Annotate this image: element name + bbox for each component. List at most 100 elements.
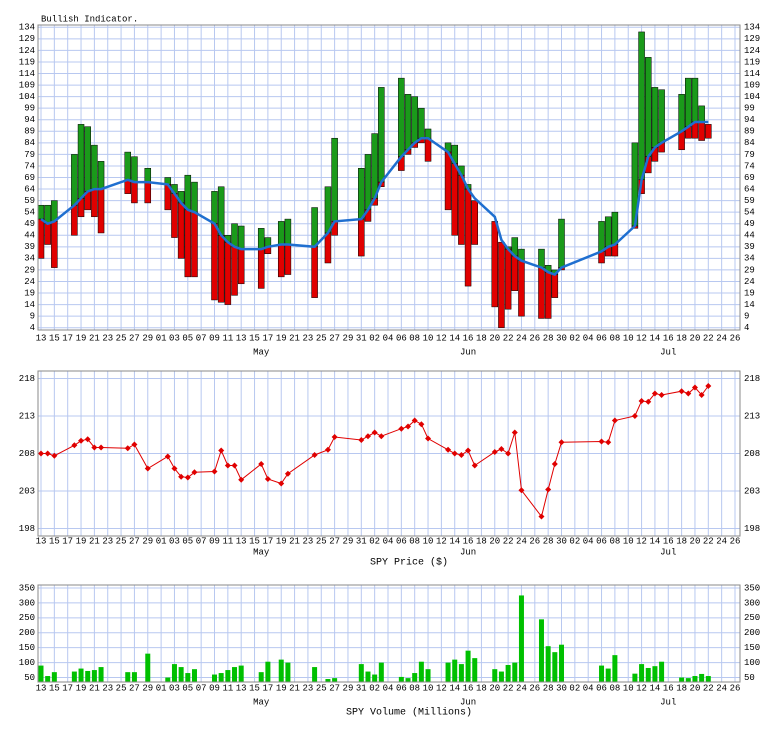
x-tick-label: 23 [303, 683, 314, 693]
x-tick-label: 12 [436, 536, 447, 546]
price-marker [311, 452, 318, 458]
x-tick-label: 11 [222, 683, 233, 693]
volume-bar [612, 655, 618, 682]
plot-area [38, 585, 740, 682]
x-tick-label: 23 [102, 683, 113, 693]
x-tick-label: 26 [730, 683, 741, 693]
x-tick-label: 15 [249, 683, 260, 693]
x-tick-label: 05 [182, 683, 193, 693]
x-tick-label: 02 [369, 536, 380, 546]
price-marker [184, 474, 191, 481]
x-tick-label: 16 [663, 683, 674, 693]
month-label: Jun [460, 547, 476, 557]
bullish-bar [371, 133, 378, 199]
bullish-bar [658, 89, 665, 144]
y-tick-label-right: 64 [744, 184, 755, 194]
x-tick-label: 06 [396, 683, 407, 693]
bearish-bar [538, 267, 545, 319]
x-tick-label: 25 [316, 683, 327, 693]
price-marker [658, 392, 665, 398]
x-tick-label: 23 [303, 333, 314, 343]
volume-bar [238, 665, 244, 682]
y-tick-label-right: 54 [744, 208, 755, 218]
bearish-bar [464, 188, 472, 287]
volume-bar [78, 668, 84, 682]
price-marker [491, 449, 498, 455]
x-tick-label: 13 [36, 683, 47, 693]
x-tick-label: 21 [89, 536, 100, 546]
y-tick-label-right: 350 [744, 583, 760, 593]
x-tick-label: 18 [476, 333, 487, 343]
bearish-bar [257, 248, 265, 289]
volume-bar [191, 669, 197, 682]
price-marker [78, 437, 85, 444]
y-tick-label-right: 4 [744, 323, 749, 333]
x-tick-label: 26 [529, 683, 540, 693]
bullish-bar [217, 186, 225, 236]
y-tick-label-right: 213 [744, 411, 760, 421]
y-tick-label-right: 39 [744, 242, 755, 252]
y-tick-label: 24 [24, 277, 35, 287]
x-tick-label: 02 [569, 536, 580, 546]
y-tick-label: 69 [24, 173, 35, 183]
bullish-bar [638, 31, 645, 181]
volume-bar [145, 653, 151, 682]
price-marker [551, 461, 558, 467]
x-tick-label: 10 [623, 333, 634, 343]
x-tick-label: 17 [262, 536, 273, 546]
y-tick-label-right: 218 [744, 374, 760, 384]
volume-bar [225, 670, 231, 682]
x-tick-label: 04 [383, 333, 394, 343]
y-tick-label: 49 [24, 219, 35, 229]
volume-bar [692, 676, 698, 682]
x-tick-label: 25 [316, 536, 327, 546]
price-marker [171, 465, 178, 472]
bullish-bar [404, 94, 412, 151]
volume-bar [685, 678, 691, 682]
bullish-bar [685, 77, 692, 127]
month-label: Jul [660, 697, 676, 707]
price-marker [231, 462, 238, 469]
x-tick-label: 27 [329, 683, 340, 693]
bearish-bar [698, 121, 705, 141]
plot-border [37, 370, 741, 537]
bearish-bar [217, 235, 225, 303]
x-tick-label: 15 [49, 536, 60, 546]
bullish-bar [358, 168, 365, 220]
x-tick-label: 02 [569, 683, 580, 693]
bearish-bar [705, 124, 712, 139]
x-tick-label: 09 [209, 333, 220, 343]
y-tick-label-right: 49 [744, 219, 755, 229]
x-tick-label: 07 [196, 536, 207, 546]
volume-bar [452, 659, 458, 682]
y-tick-label: 213 [19, 411, 35, 421]
x-tick-label: 17 [62, 683, 73, 693]
price-marker [445, 446, 452, 453]
bearish-bar [284, 244, 292, 275]
bullish-bar [558, 218, 565, 268]
y-tick-label: 34 [24, 254, 35, 264]
x-tick-label: 19 [76, 683, 87, 693]
x-tick-label: 01 [156, 683, 167, 693]
price-marker [631, 413, 638, 419]
bullish-bar [538, 248, 545, 268]
volume-bar [705, 676, 711, 682]
x-tick-label: 19 [276, 333, 287, 343]
y-tick-label-right: 119 [744, 57, 760, 67]
bearish-bar [504, 248, 512, 310]
bullish-bar [191, 181, 198, 213]
volume-bar [445, 662, 451, 682]
bearish-bar [171, 193, 178, 238]
x-tick-label: 18 [476, 683, 487, 693]
price-marker [505, 450, 512, 457]
x-tick-label: 16 [663, 333, 674, 343]
price-marker [545, 486, 552, 493]
y-tick-label-right: 69 [744, 173, 755, 183]
x-tick-label: 21 [289, 536, 300, 546]
y-tick-label: 50 [24, 673, 35, 683]
price-marker [411, 417, 418, 424]
bullish-bar [604, 216, 612, 248]
y-tick-label: 109 [19, 80, 35, 90]
volume-bar [518, 595, 524, 682]
x-tick-label: 04 [583, 536, 594, 546]
